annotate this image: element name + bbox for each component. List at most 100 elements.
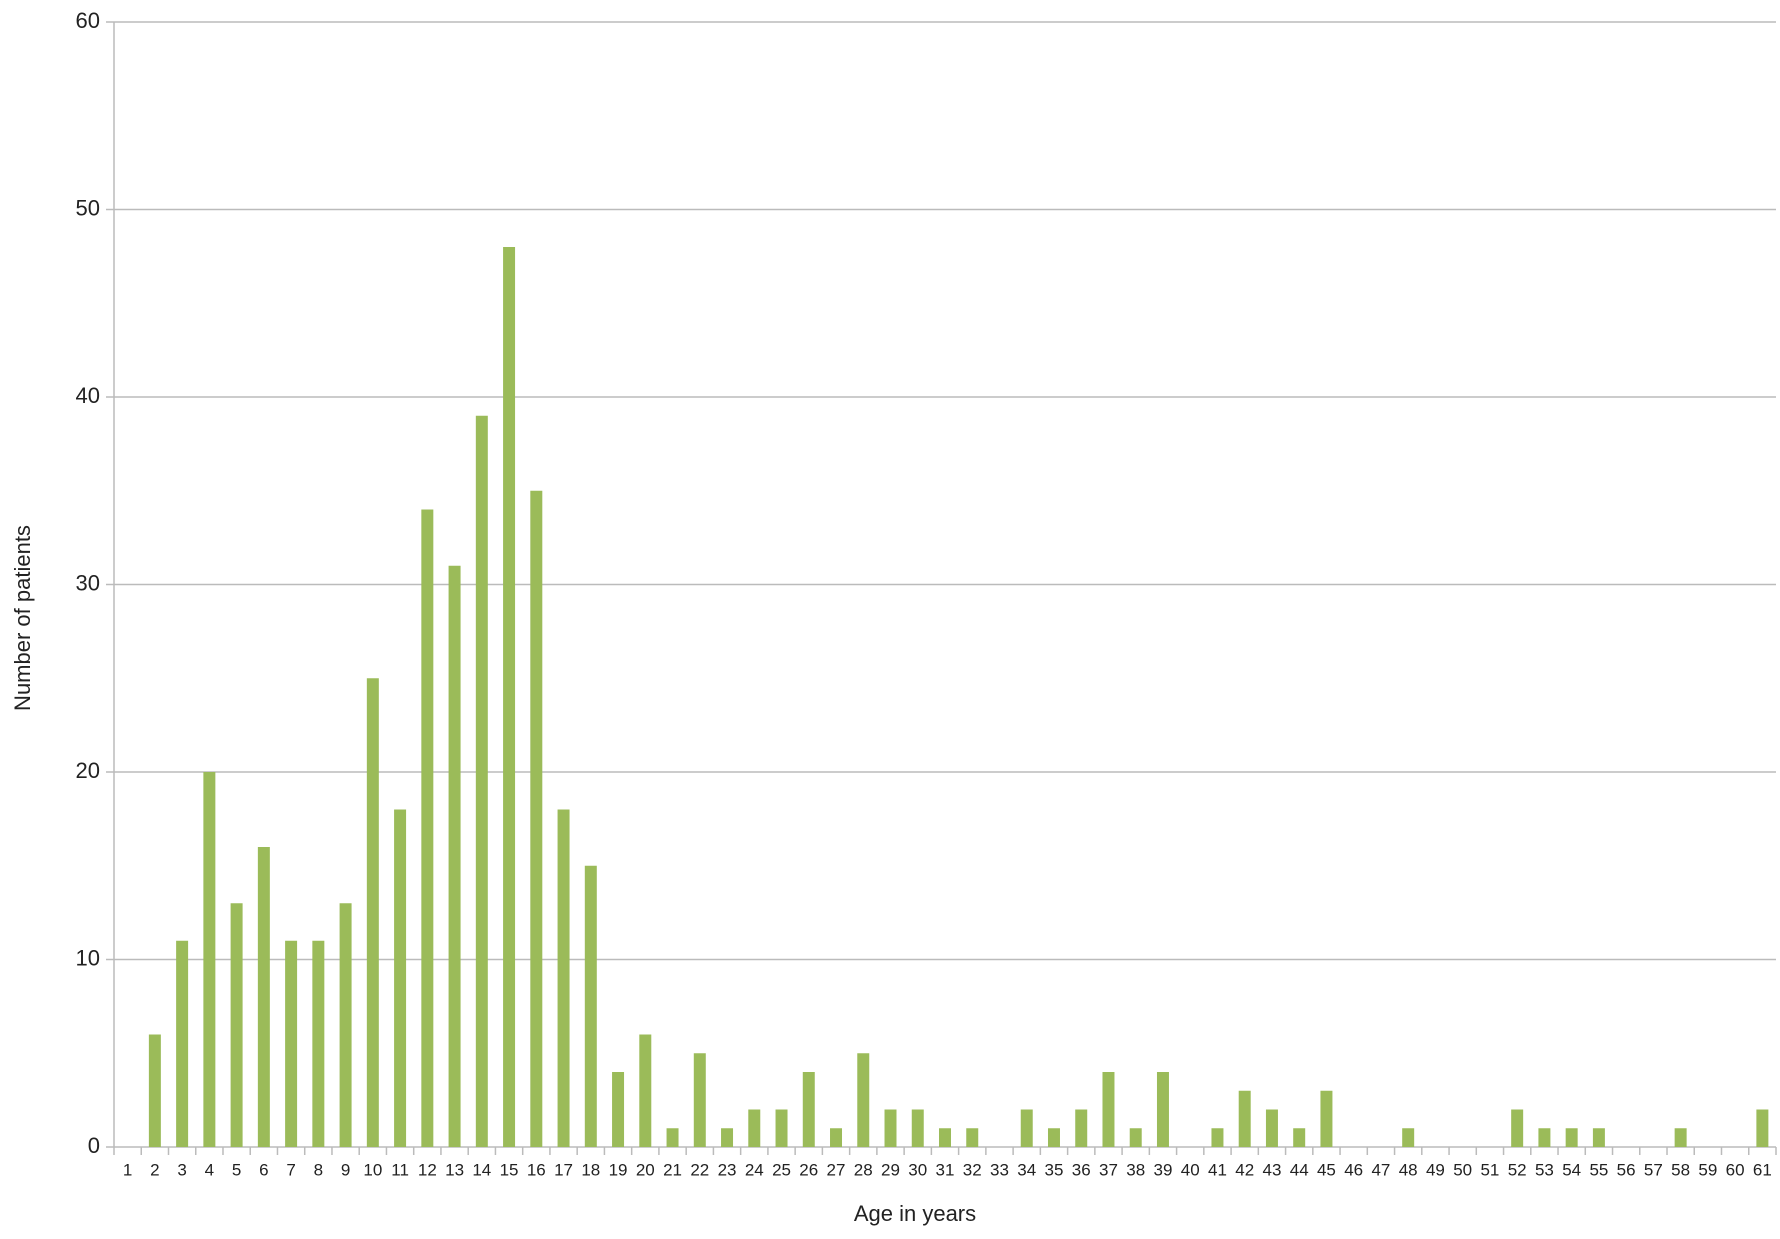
bar: [1320, 1090, 1333, 1147]
bar: [1756, 1109, 1769, 1147]
x-tick-label: 43: [1262, 1160, 1281, 1179]
x-tick-label: 22: [690, 1160, 709, 1179]
bar: [1238, 1090, 1251, 1147]
bar: [939, 1128, 951, 1147]
bar: [639, 1034, 652, 1147]
bar: [1211, 1128, 1224, 1147]
bar: [339, 903, 352, 1147]
x-tick-label: 50: [1453, 1160, 1472, 1179]
x-tick-label: 23: [718, 1160, 737, 1179]
bar: [148, 1034, 161, 1147]
bar: [557, 809, 570, 1147]
x-tick-label: 33: [990, 1160, 1009, 1179]
bar: [1102, 1072, 1115, 1147]
x-tick-label: 11: [391, 1160, 409, 1179]
x-tick-label: 21: [663, 1160, 682, 1179]
x-tick-label: 15: [500, 1160, 519, 1179]
bar: [1075, 1109, 1088, 1147]
bar: [366, 678, 379, 1147]
x-tick-label: 16: [527, 1160, 546, 1179]
x-tick-label: 12: [418, 1160, 437, 1179]
x-tick-label: 4: [205, 1160, 214, 1179]
x-tick-label: 3: [177, 1160, 186, 1179]
x-tick-label: 49: [1426, 1160, 1445, 1179]
y-tick-label: 60: [76, 8, 100, 33]
bar: [448, 565, 461, 1147]
bar: [1047, 1128, 1060, 1147]
bar: [1592, 1128, 1605, 1147]
x-tick-label: 55: [1589, 1160, 1608, 1179]
bar: [1293, 1128, 1306, 1147]
x-tick-label: 38: [1126, 1160, 1145, 1179]
x-tick-label: 14: [472, 1160, 491, 1179]
bar: [1265, 1109, 1278, 1147]
bar: [857, 1053, 870, 1147]
x-tick-label: 58: [1671, 1160, 1690, 1179]
bar: [1674, 1128, 1687, 1147]
bar: [394, 809, 407, 1147]
x-tick-label: 6: [259, 1160, 268, 1179]
x-tick-label: 46: [1344, 1160, 1363, 1179]
bar: [693, 1053, 706, 1147]
bar: [285, 940, 298, 1147]
y-axis-label: Number of patients: [10, 525, 35, 711]
bar: [1020, 1109, 1033, 1147]
y-tick-label: 30: [76, 570, 100, 595]
bar: [312, 940, 325, 1147]
x-tick-label: 47: [1371, 1160, 1390, 1179]
bar: [1156, 1072, 1169, 1147]
x-tick-label: 44: [1290, 1160, 1309, 1179]
bar: [584, 865, 597, 1147]
x-tick-label: 29: [881, 1160, 900, 1179]
x-tick-label: 9: [341, 1160, 350, 1179]
x-tick-label: 45: [1317, 1160, 1336, 1179]
bar: [1565, 1128, 1578, 1147]
y-tick-label: 10: [76, 945, 100, 970]
x-tick-label: 1: [123, 1160, 132, 1179]
x-tick-label: 32: [963, 1160, 982, 1179]
x-tick-label: 26: [799, 1160, 818, 1179]
x-tick-label: 30: [908, 1160, 927, 1179]
bar: [203, 772, 216, 1147]
x-tick-label: 7: [286, 1160, 295, 1179]
x-tick-label: 19: [609, 1160, 628, 1179]
x-tick-label: 35: [1045, 1160, 1064, 1179]
x-tick-label: 36: [1072, 1160, 1091, 1179]
x-tick-label: 56: [1617, 1160, 1636, 1179]
bar: [1538, 1128, 1551, 1147]
x-tick-label: 41: [1208, 1160, 1227, 1179]
y-tick-label: 0: [88, 1133, 100, 1158]
bar: [666, 1128, 679, 1147]
bar: [503, 247, 516, 1147]
x-tick-label: 57: [1644, 1160, 1663, 1179]
bar: [830, 1128, 843, 1147]
bar: [911, 1109, 924, 1147]
x-tick-label: 18: [581, 1160, 600, 1179]
x-tick-label: 31: [936, 1160, 955, 1179]
bar: [1129, 1128, 1142, 1147]
bar: [176, 940, 189, 1147]
bar: [230, 903, 243, 1147]
x-tick-label: 53: [1535, 1160, 1554, 1179]
x-tick-label: 8: [314, 1160, 323, 1179]
x-tick-label: 13: [445, 1160, 464, 1179]
bar: [1402, 1128, 1415, 1147]
x-tick-label: 28: [854, 1160, 873, 1179]
x-tick-label: 51: [1480, 1160, 1499, 1179]
x-axis-label: Age in years: [854, 1201, 976, 1226]
x-tick-label: 54: [1562, 1160, 1581, 1179]
x-tick-label: 37: [1099, 1160, 1118, 1179]
y-tick-label: 40: [76, 383, 100, 408]
x-tick-label: 34: [1017, 1160, 1036, 1179]
bar: [721, 1128, 734, 1147]
bar: [966, 1128, 979, 1147]
x-tick-label: 2: [150, 1160, 159, 1179]
bar: [775, 1109, 788, 1147]
bar: [1511, 1109, 1524, 1147]
x-tick-label: 25: [772, 1160, 791, 1179]
x-tick-label: 48: [1399, 1160, 1418, 1179]
x-tick-label: 20: [636, 1160, 655, 1179]
x-tick-label: 5: [232, 1160, 241, 1179]
x-tick-label: 27: [827, 1160, 846, 1179]
